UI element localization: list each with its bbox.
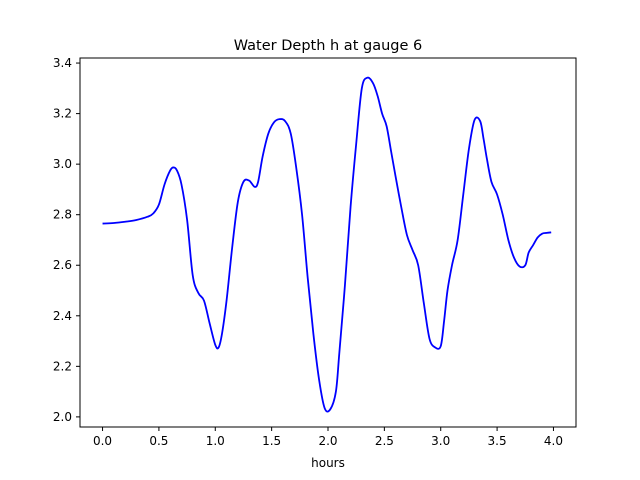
chart-title: Water Depth h at gauge 6 (234, 38, 422, 54)
x-tick-label: 1.5 (262, 434, 281, 448)
x-axis-label: hours (311, 456, 345, 470)
x-axis: 0.0 0.5 1.0 1.5 2.0 2.5 3.0 3.5 4.0 (93, 427, 563, 448)
y-axis: 2.0 2.2 2.4 2.6 2.8 3.0 3.2 3.4 (53, 56, 80, 424)
x-tick-label: 0.0 (93, 434, 112, 448)
y-tick-label: 2.0 (53, 410, 72, 424)
x-tick-label: 1.0 (206, 434, 225, 448)
series-line (102, 76, 552, 413)
x-tick-label: 3.5 (488, 434, 507, 448)
plot-area (102, 76, 552, 413)
y-tick-label: 3.0 (53, 157, 72, 171)
x-tick-label: 2.0 (318, 434, 337, 448)
x-tick-label: 4.0 (544, 434, 563, 448)
y-tick-label: 3.2 (53, 107, 72, 121)
axes-frame (79, 57, 577, 428)
x-tick-label: 3.0 (431, 434, 450, 448)
y-tick-label: 2.4 (53, 309, 72, 323)
y-tick-label: 3.4 (53, 56, 72, 70)
y-tick-label: 2.8 (53, 208, 72, 222)
x-tick-label: 2.5 (375, 434, 394, 448)
y-tick-label: 2.6 (53, 258, 72, 272)
y-tick-label: 2.2 (53, 359, 72, 373)
x-tick-label: 0.5 (149, 434, 168, 448)
